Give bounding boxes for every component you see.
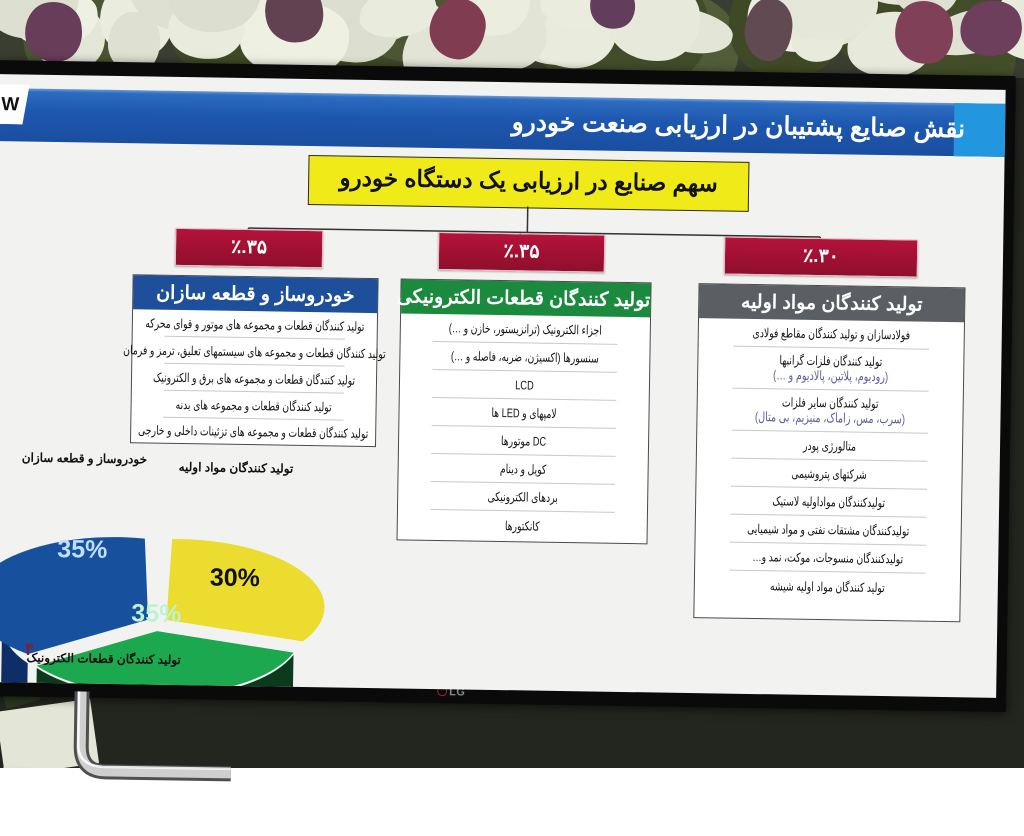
svg-text:35%: 35%	[57, 535, 107, 564]
svg-text:30%: 30%	[210, 563, 260, 592]
svg-text:35%: 35%	[131, 599, 181, 628]
